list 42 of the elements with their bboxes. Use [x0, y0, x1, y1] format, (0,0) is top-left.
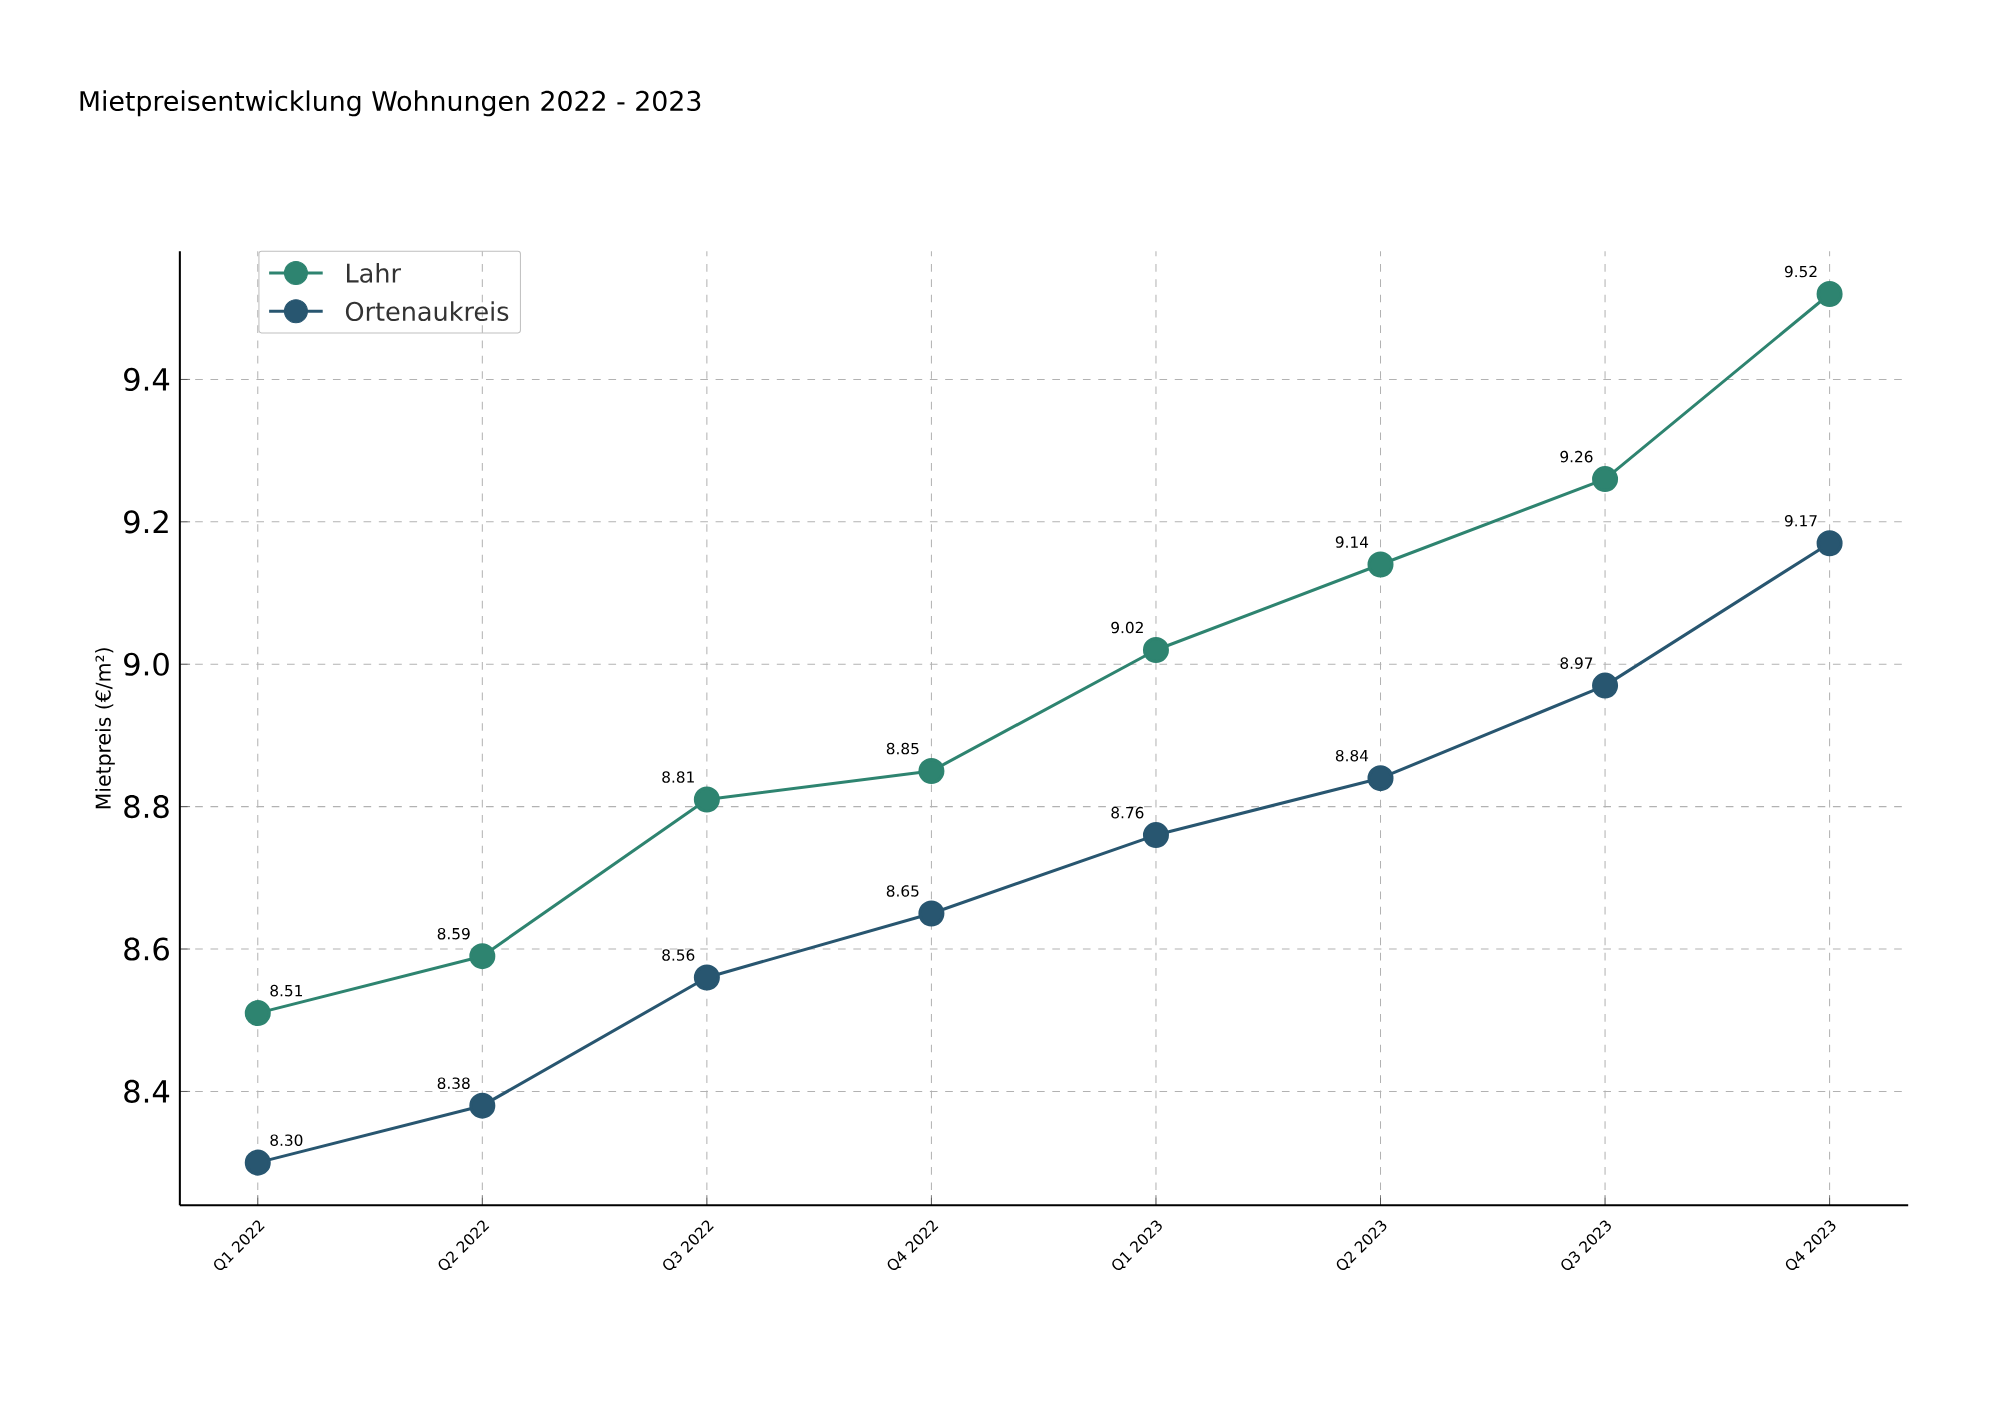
data-label: 8.65 [886, 885, 919, 897]
data-label: 9.52 [1784, 265, 1817, 278]
data-label: 8.76 [1111, 807, 1144, 819]
data-label: 9.14 [1335, 536, 1369, 549]
point [693, 964, 720, 991]
data-label: 8.85 [886, 743, 919, 755]
point [244, 1000, 271, 1027]
data-label: 8.51 [270, 985, 302, 997]
y-tick-label: 9.0 [124, 652, 169, 677]
point [469, 943, 496, 970]
point [918, 900, 945, 927]
y-tick-label: 9.2 [124, 510, 168, 534]
point [1592, 466, 1619, 493]
point [918, 758, 945, 785]
y-axis-title: Mietpreis (€/m²) [95, 648, 115, 809]
chart-title: Mietpreisentwicklung Wohnungen 2022 - 2023 [80, 90, 701, 117]
point [1816, 530, 1843, 557]
data-label: 8.56 [662, 949, 695, 962]
point [1367, 765, 1394, 792]
data-label: 8.84 [1335, 750, 1369, 762]
data-label: 8.97 [1560, 657, 1593, 670]
legend-label: Lahr [347, 263, 401, 284]
data-label: 8.30 [270, 1134, 303, 1147]
data-label: 8.81 [662, 771, 694, 784]
point [1367, 551, 1394, 578]
data-label: 9.17 [1784, 515, 1817, 527]
y-tick-label: 9.4 [124, 368, 170, 392]
y-tick-label: 8.8 [124, 795, 169, 819]
point [1142, 637, 1169, 664]
legend-label: Ortenaukreis [345, 301, 509, 322]
y-tick-label: 8.6 [124, 937, 169, 961]
point [1592, 672, 1619, 699]
data-label: 9.26 [1560, 451, 1593, 463]
point [244, 1149, 271, 1176]
point [469, 1092, 496, 1119]
data-label: 9.02 [1111, 621, 1143, 634]
data-label: 8.59 [437, 928, 470, 940]
point [1816, 281, 1843, 308]
y-tick-label: 8.4 [124, 1080, 170, 1104]
point [693, 786, 720, 813]
point [1142, 822, 1169, 849]
data-label: 8.38 [437, 1077, 470, 1090]
